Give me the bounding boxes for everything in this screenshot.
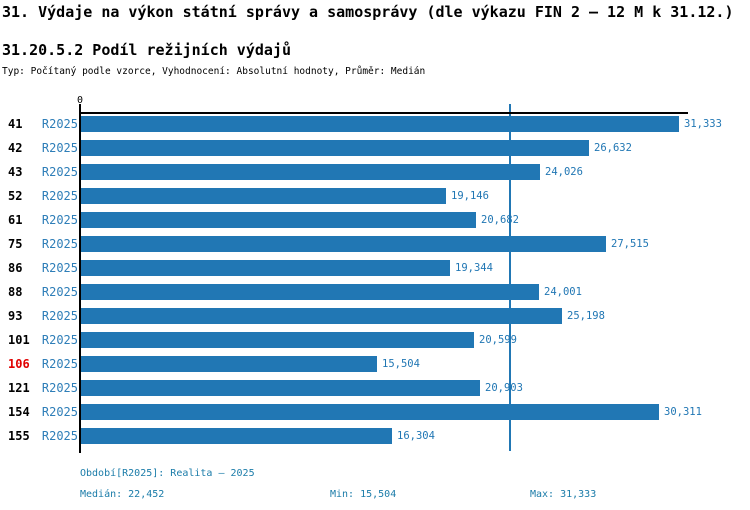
y-axis-line: [79, 104, 81, 453]
row-series-label: R2025: [41, 405, 78, 419]
bar: [81, 212, 476, 228]
row-series-label: R2025: [41, 381, 78, 395]
row-category-label: 42: [8, 141, 23, 155]
bar-value-label: 19,344: [455, 262, 493, 274]
bar: [81, 404, 659, 420]
row-category-label: 43: [8, 165, 23, 179]
row-series-label: R2025: [41, 165, 78, 179]
footer-median: Medián: 22,452: [80, 489, 165, 500]
row-category-label: 41: [8, 117, 23, 131]
row-category-label: 154: [8, 405, 30, 419]
bar: [81, 284, 539, 300]
row-series-label: R2025: [41, 141, 78, 155]
median-reference-line: [509, 104, 511, 451]
row-series-label: R2025: [41, 237, 78, 251]
x-axis-line: [79, 112, 688, 114]
bar-value-label: 30,311: [664, 406, 702, 418]
bar: [81, 260, 450, 276]
row-category-label: 52: [8, 189, 23, 203]
bar-value-label: 20,903: [485, 382, 523, 394]
indicator-meta: Typ: Počítaný podle vzorce, Vyhodnocení:…: [2, 66, 426, 77]
bar: [81, 236, 606, 252]
bar-value-label: 15,504: [382, 358, 420, 370]
row-series-label: R2025: [41, 357, 78, 371]
row-category-label: 93: [8, 309, 23, 323]
bar-value-label: 20,682: [481, 214, 519, 226]
indicator-subtitle: 31.20.5.2 Podíl režijních výdajů: [2, 41, 291, 59]
row-category-label: 61: [8, 213, 23, 227]
bar: [81, 308, 562, 324]
row-category-label: 86: [8, 261, 23, 275]
page-title: 31. Výdaje na výkon státní správy a samo…: [2, 3, 734, 21]
footer-min: Min: 15,504: [330, 489, 397, 500]
bar: [81, 164, 540, 180]
bar: [81, 332, 474, 348]
bar-value-label: 27,515: [611, 238, 649, 250]
row-category-label: 121: [8, 381, 30, 395]
bar: [81, 356, 377, 372]
bar: [81, 140, 589, 156]
bar: [81, 116, 679, 132]
row-series-label: R2025: [41, 213, 78, 227]
bar-value-label: 24,026: [545, 166, 583, 178]
row-category-label: 155: [8, 429, 30, 443]
bar-value-label: 16,304: [397, 430, 435, 442]
row-category-label: 101: [8, 333, 30, 347]
row-series-label: R2025: [41, 309, 78, 323]
bar: [81, 428, 392, 444]
footer-period: Období[R2025]: Realita – 2025: [80, 468, 255, 479]
footer-max: Max: 31,333: [530, 489, 597, 500]
axis-zero-tick-label: 0: [76, 95, 84, 106]
bar: [81, 188, 446, 204]
row-series-label: R2025: [41, 333, 78, 347]
row-category-label: 88: [8, 285, 23, 299]
row-series-label: R2025: [41, 285, 78, 299]
row-series-label: R2025: [41, 261, 78, 275]
bar: [81, 380, 480, 396]
bar-value-label: 24,001: [544, 286, 582, 298]
row-series-label: R2025: [41, 189, 78, 203]
row-category-label: 75: [8, 237, 23, 251]
bar-value-label: 20,599: [479, 334, 517, 346]
bar-value-label: 26,632: [594, 142, 632, 154]
row-category-label: 106: [8, 357, 30, 371]
bar-value-label: 19,146: [451, 190, 489, 202]
row-series-label: R2025: [41, 429, 78, 443]
bar-value-label: 31,333: [684, 118, 722, 130]
bar-value-label: 25,198: [567, 310, 605, 322]
row-series-label: R2025: [41, 117, 78, 131]
